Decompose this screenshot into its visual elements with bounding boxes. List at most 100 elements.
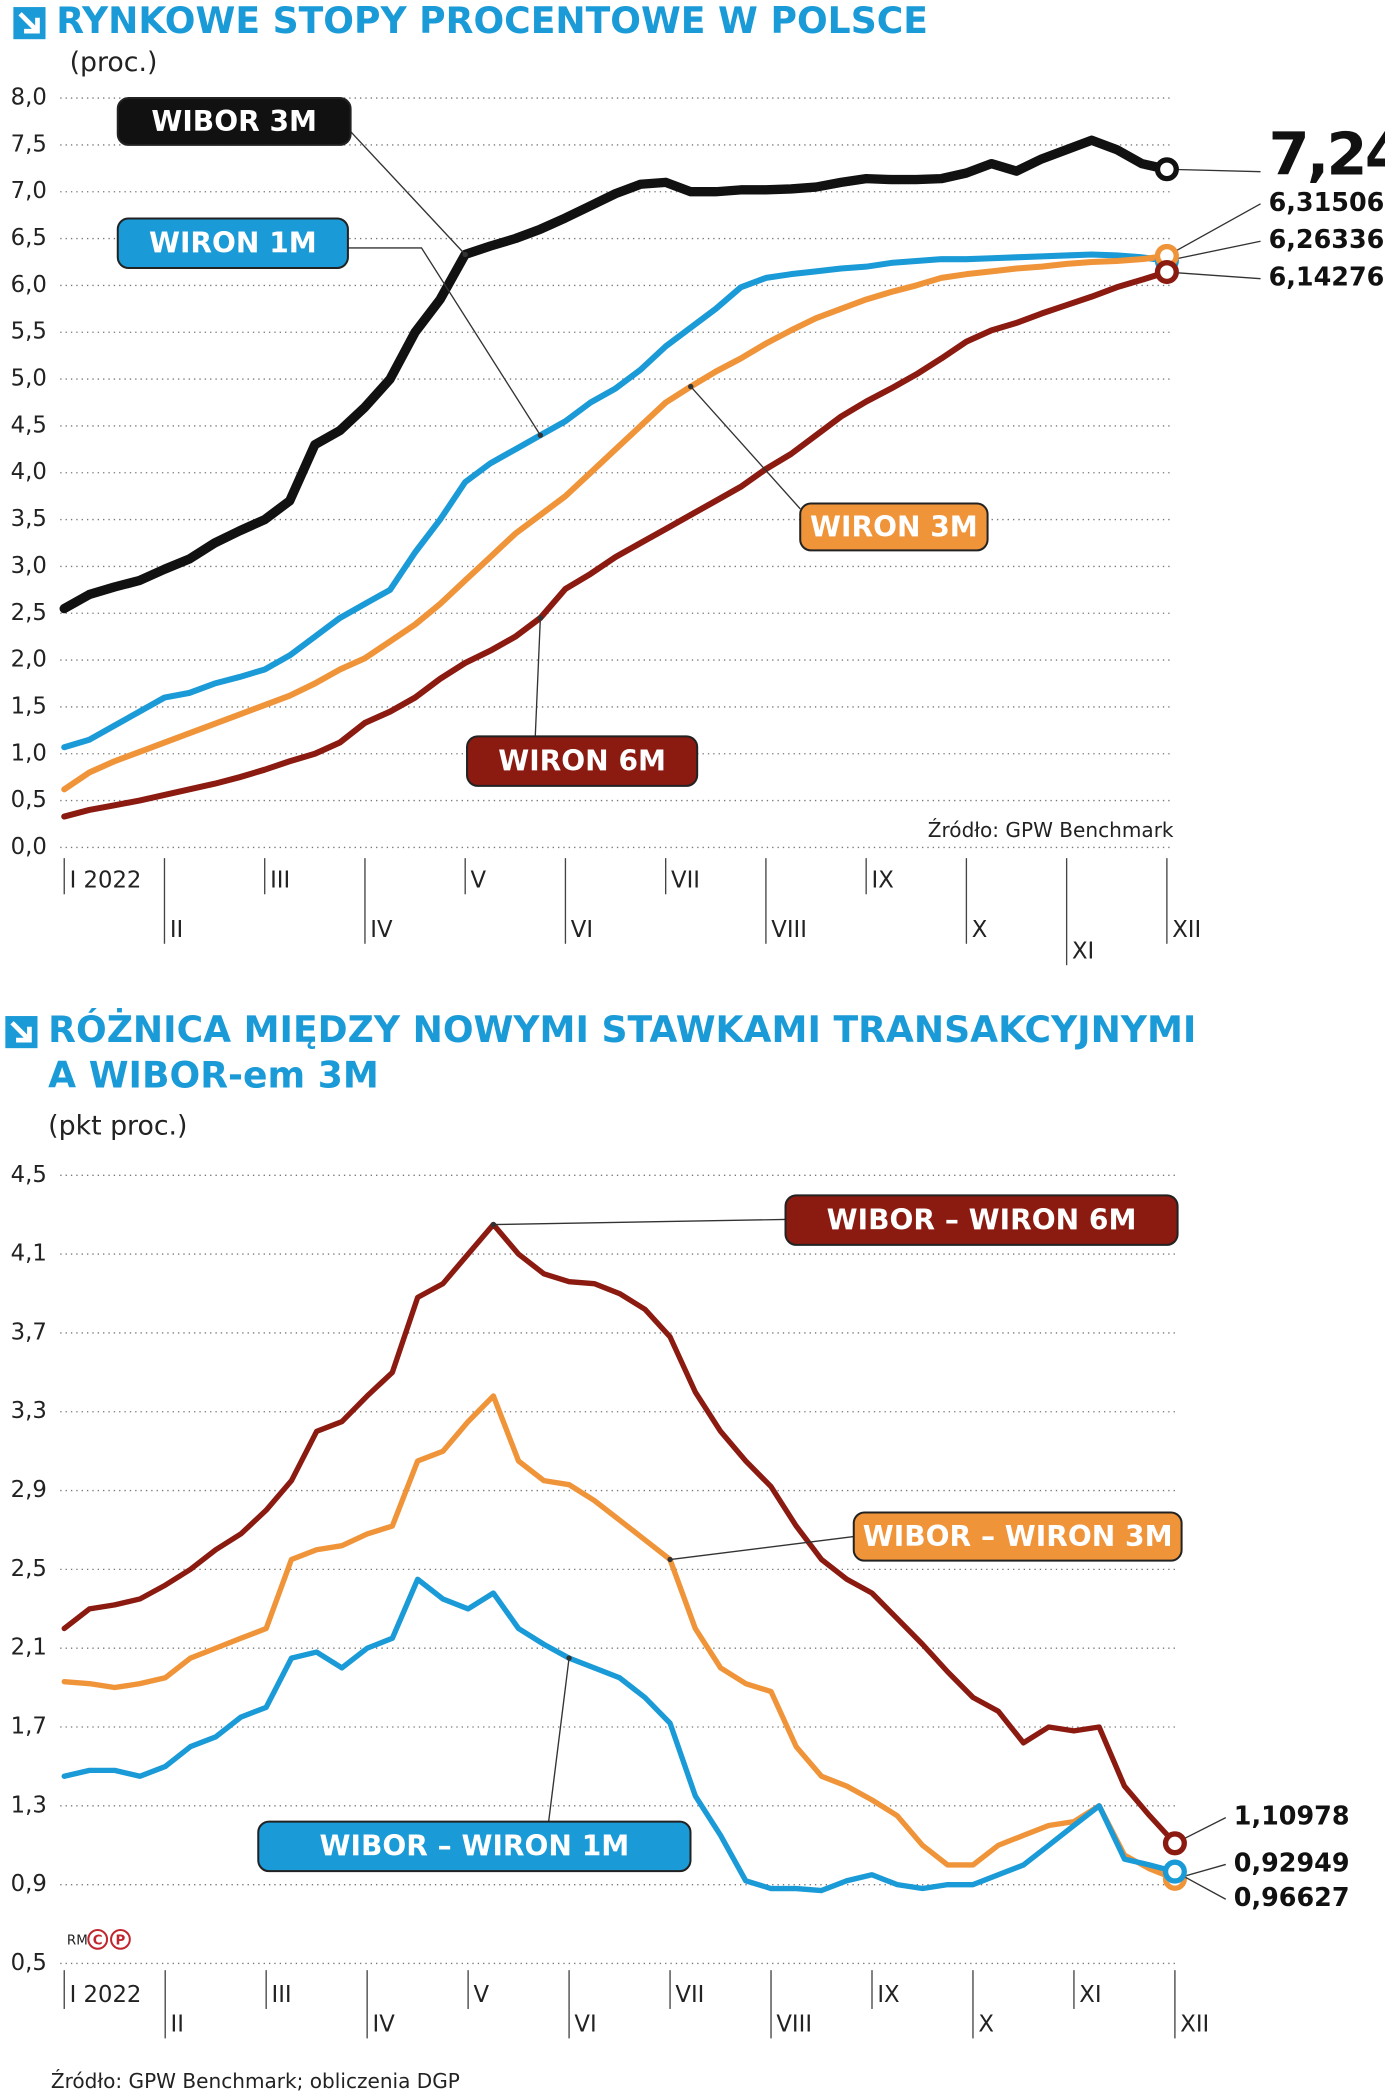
value-label: 0,96627 [1234, 1882, 1350, 1912]
x-tick-label: VII [671, 867, 700, 893]
end-marker [1154, 157, 1179, 182]
y-tick-label: 5,0 [11, 366, 47, 392]
callout-dot [537, 615, 544, 621]
y-tick-label: 7,0 [11, 178, 47, 204]
x-tick-label: II [170, 917, 183, 943]
y-tick-label: 2,1 [11, 1635, 47, 1661]
series-line [61, 251, 1170, 751]
x-tick-label: X [972, 917, 988, 943]
y-tick-label: 0,5 [11, 787, 47, 813]
callout-leader [347, 247, 541, 436]
callout-leader [547, 1657, 570, 1822]
y-tick-label: 6,5 [11, 225, 47, 251]
x-tick-label: XI [1072, 938, 1094, 964]
x-tick-label: VII [675, 1982, 704, 2008]
value-label: 6,26336 [1269, 224, 1385, 254]
y-tick-label: 1,3 [11, 1792, 47, 1818]
callout-dot [537, 432, 544, 438]
series-label-box [784, 1194, 1179, 1246]
series-label: WIBOR – WIRON 6M [827, 1203, 1137, 1236]
x-tick-label: III [270, 867, 290, 893]
end-leader [1166, 240, 1261, 262]
series-label-box [116, 217, 349, 270]
series-label: WIRON 6M [498, 744, 666, 777]
y-tick-label: 2,0 [11, 647, 47, 673]
x-tick-label: VI [574, 2012, 596, 2038]
value-label: 1,10978 [1234, 1801, 1350, 1831]
x-tick-label: X [978, 2012, 994, 2038]
y-tick-label: 6,0 [11, 272, 47, 298]
series-line [59, 135, 1172, 614]
credit-mark-ring [110, 1929, 131, 1950]
chart-title: RYNKOWE STOPY PROCENTOWE W POLSCE [56, 0, 928, 42]
callout-dot [490, 1221, 497, 1228]
series-label-box [852, 1511, 1183, 1562]
y-tick-label: 8,0 [11, 85, 47, 111]
y-tick-label: 2,5 [11, 600, 47, 626]
y-tick-label: 1,0 [11, 740, 47, 766]
y-tick-label: 3,0 [11, 553, 47, 579]
end-marker [1162, 1859, 1187, 1884]
callout-leader [493, 1218, 786, 1226]
series-line [61, 1393, 1178, 1882]
credit-mark-ring [87, 1929, 109, 1950]
series-label-box [799, 502, 989, 552]
end-leader [1166, 203, 1261, 257]
chart-title: RÓŻNICA MIĘDZY NOWYMI STAWKAMI TRANSAKCY… [48, 1008, 1196, 1051]
series-label-box [116, 97, 352, 146]
callout-leader [669, 1535, 854, 1561]
x-tick-label: IX [877, 1982, 899, 2008]
y-tick-label: 7,5 [11, 131, 47, 157]
x-tick-label: I 2022 [70, 867, 142, 893]
x-tick-label: IV [372, 2012, 395, 2038]
y-tick-label: 1,7 [11, 1714, 47, 1740]
y-tick-label: 4,0 [11, 459, 47, 485]
series-label-box [466, 735, 699, 787]
x-tick-label: V [473, 1982, 489, 2008]
callout-dot [566, 1655, 572, 1661]
x-tick-label: VI [571, 917, 593, 943]
end-marker [1154, 259, 1179, 285]
callout-dot [688, 383, 694, 390]
end-leader [1166, 271, 1261, 280]
value-label: 0,92949 [1234, 1847, 1350, 1877]
source: Źródło: GPW Benchmark; obliczenia DGP [51, 2069, 460, 2093]
x-tick-label: XII [1172, 917, 1201, 943]
y-tick-label: 2,5 [11, 1556, 47, 1582]
callout-leader [690, 386, 801, 510]
callout-dot [462, 251, 468, 258]
credit: RM [67, 1934, 88, 1949]
source: Źródło: GPW Benchmark [928, 818, 1174, 842]
y-axis-unit: (pkt proc.) [48, 1111, 187, 1142]
series-label: WIRON 1M [149, 227, 317, 260]
title-icon-arrow [10, 1021, 32, 1043]
y-tick-label: 0,9 [11, 1871, 47, 1897]
series-label: WIRON 3M [810, 510, 978, 543]
x-tick-label: V [471, 867, 487, 893]
x-tick-label: IX [872, 867, 894, 893]
callout-dot [667, 1556, 673, 1563]
x-tick-label: I 2022 [70, 1982, 142, 2008]
series-line [61, 1221, 1178, 1846]
end-leader [1166, 168, 1261, 173]
y-tick-label: 2,9 [11, 1477, 47, 1503]
callout-leader [534, 617, 542, 737]
y-tick-label: 0,5 [11, 1950, 47, 1976]
series-line [61, 1576, 1178, 1894]
value-label: 6,31506 [1269, 187, 1385, 217]
x-tick-label: VIII [776, 2012, 812, 2038]
series-line [61, 269, 1170, 820]
credit-mark: C [93, 1934, 103, 1949]
x-tick-label: III [272, 1982, 292, 2008]
series-line [61, 252, 1170, 793]
y-tick-label: 4,5 [11, 1162, 47, 1188]
series-label: WIBOR – WIRON 3M [863, 1520, 1173, 1553]
chart-title: A WIBOR-em 3M [48, 1054, 379, 1097]
y-tick-label: 3,3 [11, 1398, 47, 1424]
y-tick-label: 4,1 [11, 1241, 47, 1267]
series-label: WIBOR – WIRON 1M [320, 1830, 630, 1863]
x-tick-label: XI [1079, 1982, 1101, 2008]
y-tick-label: 0,0 [11, 834, 47, 860]
callout-leader [350, 131, 466, 255]
